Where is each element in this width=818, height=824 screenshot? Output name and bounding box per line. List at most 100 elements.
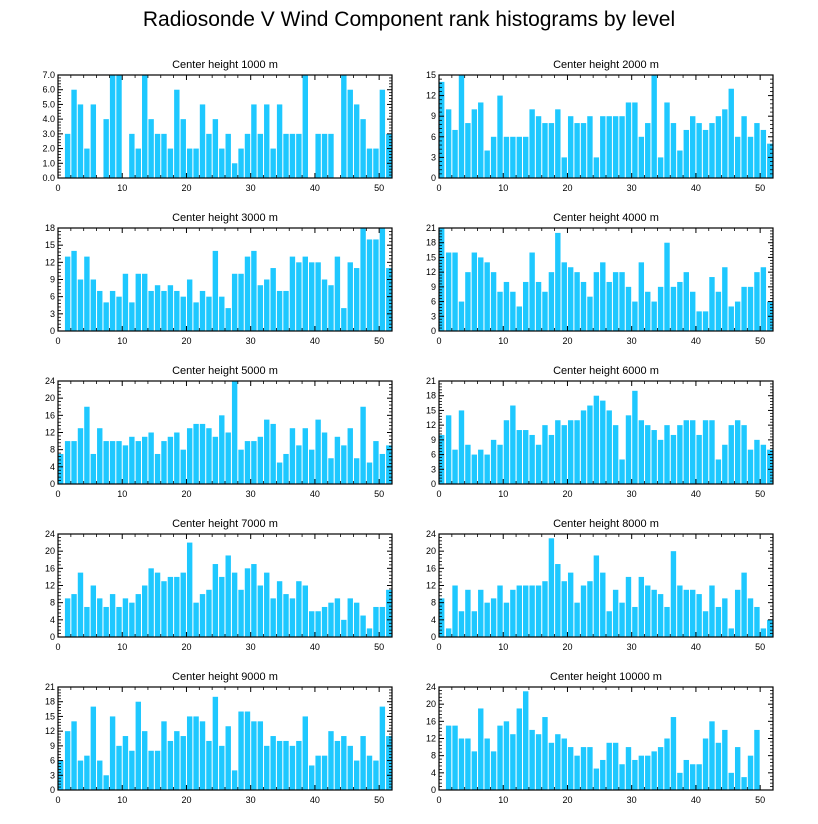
- x-tick-label: 0: [436, 489, 441, 499]
- x-tick-label: 40: [691, 336, 701, 346]
- bar: [497, 725, 503, 790]
- bar: [161, 581, 167, 637]
- bar: [567, 420, 574, 484]
- bar: [580, 281, 587, 331]
- panel-title: Center height 6000 m: [553, 365, 659, 377]
- bar: [251, 441, 257, 484]
- bar: [148, 119, 154, 178]
- bar: [109, 594, 116, 637]
- bar: [276, 740, 283, 790]
- panel-title: Center height 2000 m: [553, 59, 659, 71]
- bar: [225, 555, 231, 637]
- bar: [341, 619, 347, 637]
- bar: [767, 619, 773, 637]
- bar: [561, 157, 567, 178]
- bar: [302, 256, 308, 331]
- bar: [747, 449, 754, 484]
- bar: [244, 441, 251, 484]
- bar: [386, 736, 392, 790]
- bar: [683, 272, 689, 331]
- bar: [587, 747, 593, 790]
- y-tick-label: 8: [431, 598, 436, 608]
- bar: [580, 410, 587, 484]
- bar: [77, 104, 84, 178]
- bar: [734, 589, 741, 637]
- bar: [696, 123, 702, 178]
- bar: [690, 764, 696, 790]
- bar: [309, 611, 315, 637]
- bar: [64, 441, 71, 484]
- bar: [478, 708, 484, 790]
- bar: [741, 777, 747, 790]
- x-tick-label: 0: [55, 336, 60, 346]
- bar: [219, 415, 225, 484]
- bar: [638, 576, 645, 637]
- bar: [309, 262, 315, 331]
- bar: [302, 585, 308, 637]
- x-tick-label: 10: [117, 183, 127, 193]
- bar: [193, 423, 199, 484]
- x-tick-label: 50: [755, 183, 765, 193]
- bar: [244, 568, 251, 637]
- bar: [574, 420, 580, 484]
- bar: [161, 441, 167, 484]
- bar: [84, 606, 90, 637]
- bar: [129, 436, 135, 484]
- bar: [328, 602, 334, 637]
- bar: [657, 157, 664, 178]
- y-tick-label: 12: [426, 91, 436, 101]
- bar: [289, 256, 296, 331]
- x-tick-label: 10: [498, 795, 508, 805]
- x-tick-label: 20: [181, 336, 191, 346]
- bar: [715, 742, 722, 790]
- bar: [754, 439, 760, 484]
- y-tick-label: 0: [50, 785, 55, 795]
- y-tick-label: 18: [426, 391, 436, 401]
- bar: [702, 738, 709, 790]
- y-tick-label: 21: [45, 682, 55, 692]
- bar: [709, 721, 715, 790]
- bar: [561, 581, 567, 637]
- bar: [632, 606, 638, 637]
- bar: [452, 252, 458, 331]
- bar: [445, 109, 452, 178]
- bar: [555, 564, 561, 637]
- bar: [619, 272, 625, 331]
- bar: [347, 745, 353, 790]
- x-tick-label: 0: [55, 795, 60, 805]
- bar: [535, 116, 542, 178]
- bar: [561, 738, 567, 790]
- bar: [84, 148, 90, 178]
- bar: [84, 755, 90, 790]
- bar: [309, 765, 315, 790]
- bar: [334, 598, 341, 637]
- bar: [64, 256, 71, 331]
- bar: [193, 716, 199, 790]
- bar: [283, 290, 289, 331]
- y-tick-label: 20: [426, 699, 436, 709]
- bar: [683, 759, 689, 790]
- bar: [315, 755, 321, 790]
- bar: [612, 116, 619, 178]
- bar: [632, 390, 638, 484]
- y-tick-label: 4.0: [42, 114, 55, 124]
- bar: [465, 444, 471, 484]
- bar: [219, 745, 225, 790]
- bar: [302, 716, 308, 790]
- bar: [741, 116, 747, 178]
- x-tick-label: 10: [117, 489, 127, 499]
- bar: [71, 250, 77, 331]
- bar: [90, 706, 97, 790]
- bar: [747, 755, 754, 790]
- bar: [702, 311, 709, 331]
- bar: [206, 296, 212, 331]
- bar: [180, 119, 186, 178]
- bar: [754, 272, 760, 331]
- bar: [458, 301, 465, 331]
- bar: [167, 740, 174, 790]
- bar: [670, 286, 677, 331]
- bar: [341, 736, 347, 790]
- bar: [612, 589, 619, 637]
- bar: [353, 104, 360, 178]
- bar: [373, 606, 379, 637]
